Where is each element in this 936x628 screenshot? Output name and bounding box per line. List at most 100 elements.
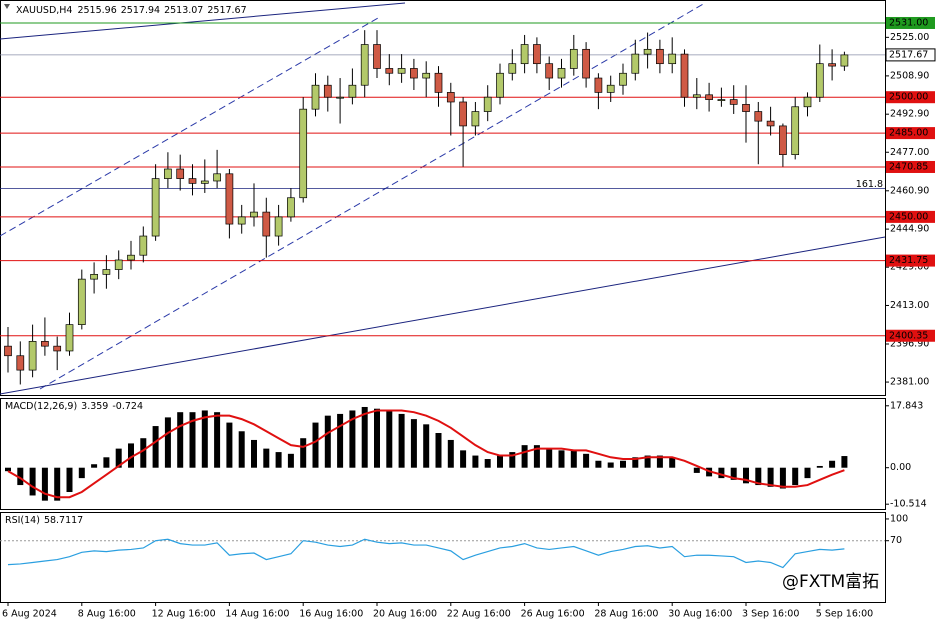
macd-bar [558,450,565,468]
candle-body [569,48,578,69]
macd-bar [164,417,171,468]
main-frame [0,0,886,396]
macd-bar [546,448,553,468]
level-tag [886,329,935,342]
candle-body [643,48,652,55]
y-tick-label: 2460.90 [890,185,929,196]
macd-bar [484,459,491,468]
level-label: 2400.35 [889,330,928,341]
candle-body [705,94,713,100]
candle-body [397,68,406,74]
channel-line [0,17,379,237]
macd-bar [324,415,331,468]
macd-bar [423,424,430,468]
candle-body [114,259,123,270]
level-tag [886,91,935,104]
macd-bar [115,448,122,468]
candle-body [729,99,738,105]
candle-body [680,53,689,98]
candle-body [385,68,394,74]
candle-body [434,72,443,93]
macd-bar [792,467,799,486]
candle-body [496,72,504,98]
macd-bar [816,465,823,468]
candle-body [151,178,160,237]
macd-value: 3.359 [81,401,108,412]
macd-bar [103,457,110,468]
macd-bar [435,433,442,468]
candle-body [200,180,209,184]
level-label: 2470.85 [889,161,928,172]
x-tick-label: 3 Sep 16:00 [742,609,799,620]
candle-body [4,345,12,357]
macd-bar [521,445,528,468]
macd-bar [460,450,467,468]
watermark: @FXTM富拓 [782,572,879,592]
macd-bar [693,467,700,473]
candle-body [483,96,492,112]
header-close: 2517.67 [207,5,246,16]
chart-header: XAUUSD,H4 2515.96 2517.94 2513.07 2517.67 [16,5,247,16]
x-tick-label: 14 Aug 16:00 [225,609,289,620]
candle-body [459,101,467,127]
candle-body [717,99,726,101]
candle-body [250,211,258,218]
macd-frame [0,398,886,510]
candle-body [225,173,234,225]
macd-bar [152,426,159,468]
macd-bar [730,467,737,480]
y-tick-label: -10.514 [890,499,927,510]
candle-body [533,44,541,65]
level-label: 2531.00 [889,17,928,28]
level-label: 2500.00 [889,92,928,103]
candle-body [656,48,664,65]
macd-bar [632,457,639,468]
macd-bar [226,422,233,468]
candle-body [237,216,246,225]
macd-bar [669,457,676,468]
x-tick-label: 8 Aug 16:00 [78,609,136,620]
level-tag [886,127,935,140]
x-tick-label: 20 Aug 16:00 [373,609,437,620]
level-label: 2485.00 [889,128,928,139]
candle-body [287,197,295,218]
candle-body [323,84,332,98]
macd-bar [497,455,503,468]
y-tick-label: 2444.90 [890,224,929,235]
macd-bar [300,438,307,468]
macd-bar [238,431,245,468]
candle-body [336,96,344,99]
macd-bar [201,410,208,468]
y-tick-label: 2477.00 [890,147,929,158]
symbol-icon [4,4,10,9]
candle-body [471,111,480,127]
rsi-title: RSI(14) [5,515,40,526]
level-label: 2431.75 [889,255,928,266]
macd-bar [767,467,774,487]
y-tick-label: 2381.00 [890,377,929,388]
macd-bar [66,467,73,492]
macd-bar [656,455,663,468]
candle-body [594,77,603,93]
x-tick-label: 22 Aug 16:00 [447,609,511,620]
level-label: 2450.00 [889,211,928,222]
macd-bar [829,460,836,468]
trend-line [0,236,886,395]
rsi-header: RSI(14) 58.7117 [5,515,83,526]
macd-bar [128,443,134,468]
y-tick-label: 0.00 [890,462,911,473]
candle-body [311,84,320,110]
candle-body [188,178,197,184]
symbol: XAUUSD,H4 [16,5,72,16]
x-tick-label: 26 Aug 16:00 [521,609,585,620]
macd-bar [410,419,417,468]
fib-label: 161.8 [856,179,883,190]
candle-body [262,211,271,237]
macd-bar [91,464,98,468]
macd-bar [361,406,368,468]
macd-bar [841,456,848,468]
y-tick-label: 70 [890,535,902,546]
macd-bar [743,467,749,484]
